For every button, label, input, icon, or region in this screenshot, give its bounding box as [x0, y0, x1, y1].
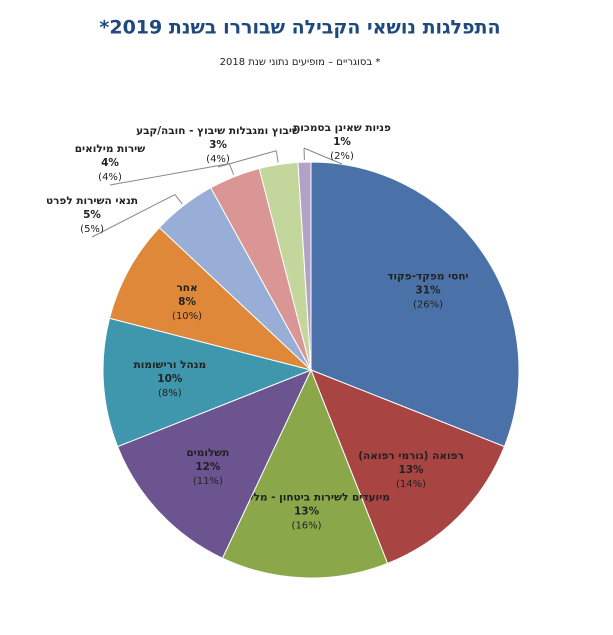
value-label: 1%	[333, 136, 351, 148]
value-label: 3%	[209, 139, 227, 151]
value-label: 13%	[294, 505, 320, 517]
previous-value-label: (10%)	[172, 311, 202, 322]
value-label: 4%	[101, 157, 119, 169]
value-label: 10%	[157, 373, 183, 385]
pie-slice	[310, 369, 506, 565]
leader-line	[109, 163, 230, 186]
pie-slice	[221, 368, 389, 579]
previous-value-label: (16%)	[292, 520, 322, 531]
leader-line	[91, 194, 176, 238]
leader-line	[303, 147, 343, 165]
pie-slice	[102, 317, 313, 448]
slice-label: אחר	[176, 282, 197, 294]
pie-slice	[108, 226, 312, 371]
chart-title: התפלגות נושאי הקבילה שבוררו בשנת 2019*	[99, 17, 500, 39]
slice-label: יחסי מפקד-פקוד	[387, 270, 468, 282]
previous-value-label: (8%)	[158, 388, 182, 399]
leader-line	[217, 150, 277, 168]
leader-line	[228, 163, 235, 175]
previous-value-label: (4%)	[206, 154, 230, 165]
pie-slice	[310, 161, 520, 448]
slice-label: תשלומים	[186, 447, 229, 459]
previous-value-label: (26%)	[413, 299, 443, 310]
previous-value-label: (14%)	[396, 479, 426, 490]
value-label: 12%	[195, 461, 221, 473]
leader-line	[275, 150, 279, 163]
previous-value-label: (5%)	[80, 224, 104, 235]
previous-value-label: (4%)	[98, 172, 122, 183]
pie-slice	[297, 161, 312, 371]
chart-subtitle: * בסוגריים – מופיעים נתוני שנת 2018	[220, 57, 381, 68]
slice-label: מיועדים לשירות ביטחון - מלש"בים	[223, 491, 390, 503]
pie-slice	[116, 369, 312, 559]
previous-value-label: (11%)	[193, 476, 223, 487]
previous-value-label: (2%)	[330, 151, 354, 162]
value-label: 13%	[398, 464, 424, 476]
slice-label: מנהל ורישומות	[134, 359, 207, 371]
slice-label: שירות מילואים	[75, 143, 146, 155]
value-label: 8%	[178, 296, 196, 308]
slice-label: רפואה (גורמי רפואה)	[358, 450, 464, 462]
slice-label: שיבוץ ומגבלות שיבוץ - חובה/קבע	[136, 125, 300, 137]
slice-label: תנאי השירות לפרט	[46, 195, 138, 207]
slice-label: פניות שאינן בסמכות	[293, 122, 391, 134]
leader-line	[174, 194, 183, 205]
value-label: 5%	[83, 209, 101, 221]
value-label: 31%	[415, 284, 441, 296]
